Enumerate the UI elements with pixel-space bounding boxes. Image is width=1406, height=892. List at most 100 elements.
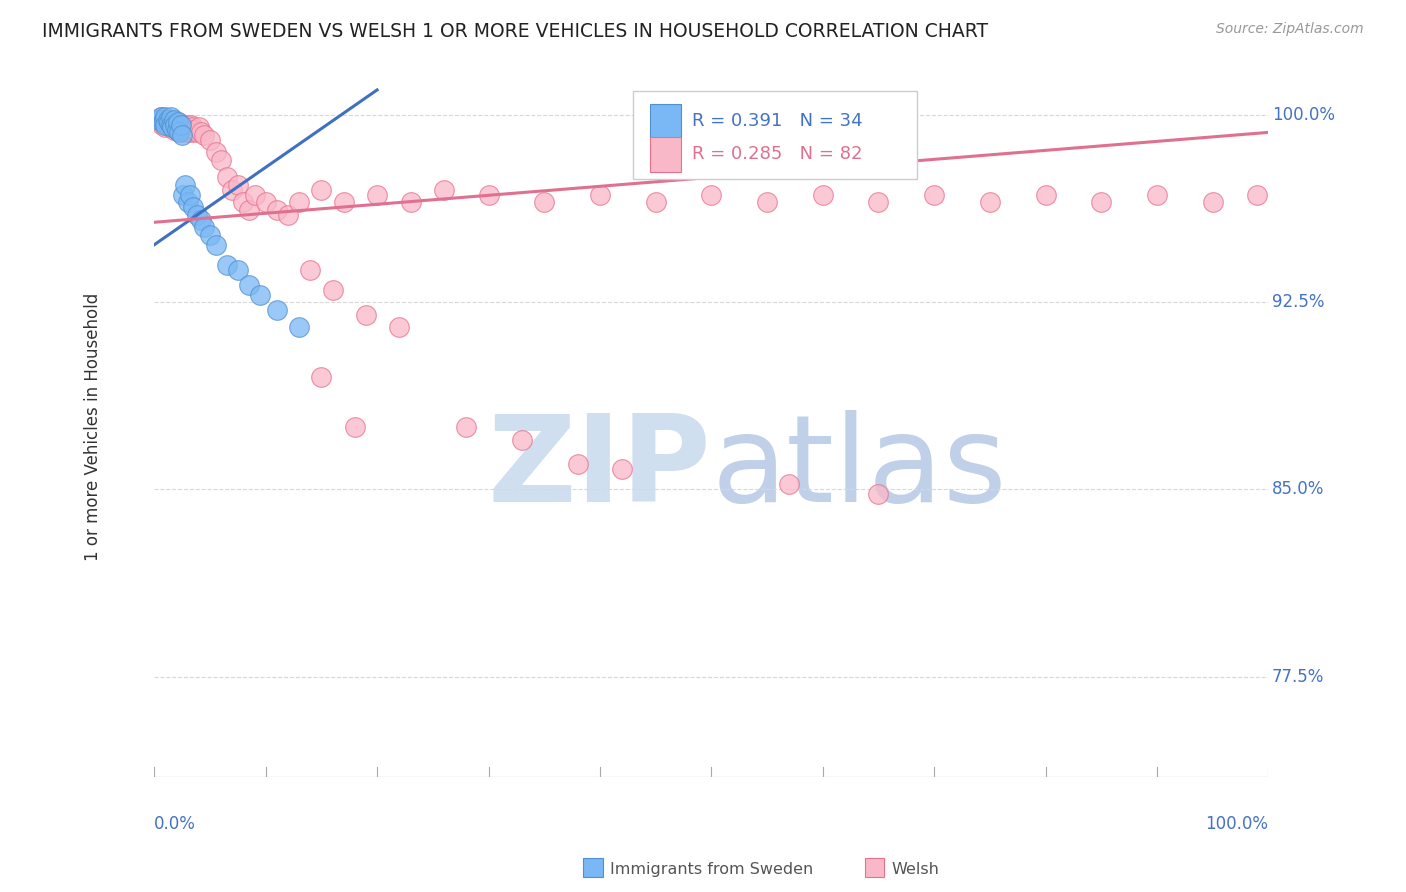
Point [215,170,238,185]
Point [190,212,212,227]
Point [612,462,634,476]
Point [1202,195,1225,210]
Point [354,308,377,322]
Point [150,118,173,132]
Point [166,123,188,137]
Point [187,120,209,135]
Point [156,112,179,127]
Point [266,302,288,317]
Point [204,145,226,160]
Point [172,125,194,139]
Text: 85.0%: 85.0% [1272,481,1324,499]
Point [510,433,533,447]
Point [644,195,666,210]
Point [277,208,299,222]
Point [332,195,354,210]
Point [433,183,456,197]
Point [186,208,208,222]
Point [176,118,198,132]
Point [167,125,190,139]
Point [155,112,177,127]
Point [149,111,172,125]
Point [173,120,195,135]
Point [156,118,179,132]
Point [167,125,190,139]
Point [163,123,186,137]
Point [589,187,612,202]
Point [165,118,187,132]
Point [155,111,177,125]
Point [181,200,204,214]
Point [163,112,186,127]
Point [152,115,174,129]
Point [181,120,204,135]
Point [756,195,779,210]
Point [160,118,183,132]
Point [366,187,388,202]
Point [215,258,238,272]
Text: IMMIGRANTS FROM SWEDEN VS WELSH 1 OR MORE VEHICLES IN HOUSEHOLD CORRELATION CHAR: IMMIGRANTS FROM SWEDEN VS WELSH 1 OR MOR… [42,22,988,41]
Point [700,187,723,202]
Point [165,118,187,132]
Point [868,195,890,210]
Point [209,153,232,167]
Point [190,125,212,139]
Point [160,112,183,127]
Point [176,195,198,210]
Point [153,112,176,127]
Point [567,458,589,472]
Point [166,115,188,129]
Text: R = 0.391   N = 34: R = 0.391 N = 34 [692,112,863,130]
Point [152,112,174,127]
Text: 1 or more Vehicles in Household: 1 or more Vehicles in Household [84,293,103,561]
Point [172,118,194,132]
Text: Source: ZipAtlas.com: Source: ZipAtlas.com [1216,22,1364,37]
Text: atlas: atlas [711,410,1007,527]
Point [160,111,183,125]
Point [166,115,188,129]
Point [226,262,249,277]
Point [177,120,200,135]
Point [155,120,177,135]
Point [249,287,271,301]
Point [169,118,191,132]
Point [868,487,890,501]
Bar [650,136,682,172]
Point [204,237,226,252]
Text: R = 0.285   N = 82: R = 0.285 N = 82 [692,145,863,163]
Text: 100.0%: 100.0% [1272,106,1334,124]
Point [198,227,221,242]
Point [186,125,208,139]
Point [172,128,194,142]
Point [238,277,260,292]
Point [299,262,322,277]
Point [311,183,333,197]
Point [811,187,834,202]
FancyBboxPatch shape [633,91,918,178]
Point [170,118,193,132]
Point [193,128,215,142]
Point [922,187,945,202]
Point [162,115,184,129]
Point [149,111,172,125]
Point [254,195,277,210]
Point [226,178,249,192]
Point [153,115,176,129]
Point [1246,187,1268,202]
Text: Immigrants from Sweden: Immigrants from Sweden [610,863,814,877]
Point [149,115,172,129]
Point [1146,187,1168,202]
Point [266,202,288,217]
Point [1090,195,1112,210]
Point [157,115,180,129]
Point [399,195,422,210]
Point [160,118,183,132]
Point [238,202,260,217]
Point [174,178,197,192]
Point [1035,187,1057,202]
Point [180,118,202,132]
Point [176,125,198,139]
Point [148,112,170,127]
Point [166,120,188,135]
Point [232,195,254,210]
